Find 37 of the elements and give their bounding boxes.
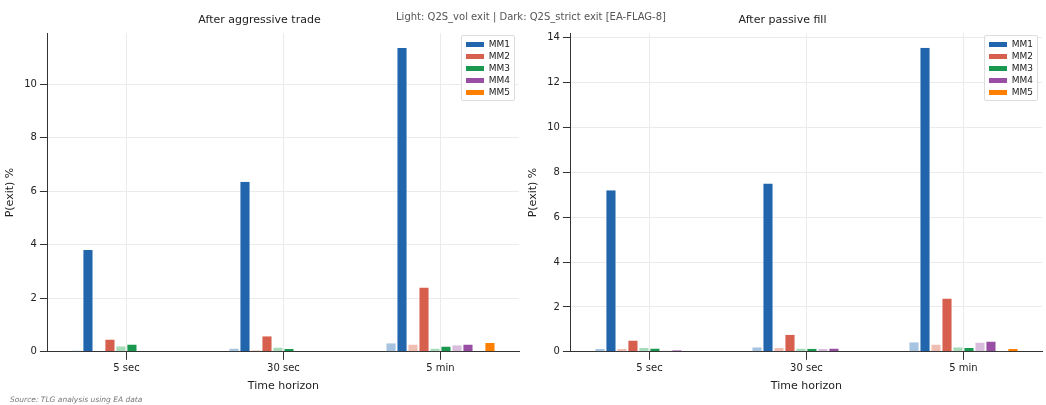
x-tick-label: 5 sec [636, 362, 663, 374]
y-tick-label: 0 [553, 345, 560, 357]
x-axis-title: Time horizon [246, 379, 320, 393]
x-tick-label: 5 min [949, 362, 978, 374]
y-tick-label: 6 [30, 184, 37, 196]
x-axis-title: Time horizon [769, 379, 843, 393]
x-tick-label: 30 sec [790, 362, 823, 374]
legend-label: MM5 [1011, 86, 1033, 99]
legend-label: MM3 [488, 62, 510, 75]
y-tick-label: 0 [30, 345, 37, 357]
y-tick-label: 4 [30, 238, 37, 250]
y-tick-label: 10 [547, 121, 560, 133]
y-tick-label: 4 [553, 255, 560, 267]
legend-label: MM2 [488, 50, 510, 63]
x-tick-label: 5 sec [113, 362, 140, 374]
y-tick-label: 10 [24, 77, 37, 89]
y-tick-label: 2 [30, 291, 37, 303]
y-tick-label: 8 [30, 131, 37, 143]
y-tick-label: 6 [553, 210, 560, 222]
legend-label: MM2 [1011, 50, 1033, 63]
text: Light: Q2S_vol exit | Dark: Q2S_strict exit [EA-FLAG-8] [396, 11, 666, 22]
y-axis-title: P(exit) % [3, 167, 17, 218]
legend-label: MM1 [488, 38, 510, 51]
legend-label: MM5 [488, 86, 510, 99]
legend-label: MM4 [488, 74, 510, 87]
legend-label: MM3 [1011, 62, 1033, 75]
y-tick-label: 8 [553, 165, 560, 177]
x-tick-label: 5 min [426, 362, 455, 374]
legend-label: MM4 [1011, 74, 1033, 87]
chart-title: After passive fill [738, 13, 827, 27]
y-tick-label: 12 [547, 76, 560, 88]
y-axis-title: P(exit) % [526, 167, 540, 218]
legend-label: MM1 [1011, 38, 1033, 51]
y-tick-label: 2 [553, 300, 560, 312]
y-tick-label: 14 [547, 31, 560, 43]
chart-title: After aggressive trade [198, 13, 321, 27]
x-tick-label: 30 sec [267, 362, 300, 374]
